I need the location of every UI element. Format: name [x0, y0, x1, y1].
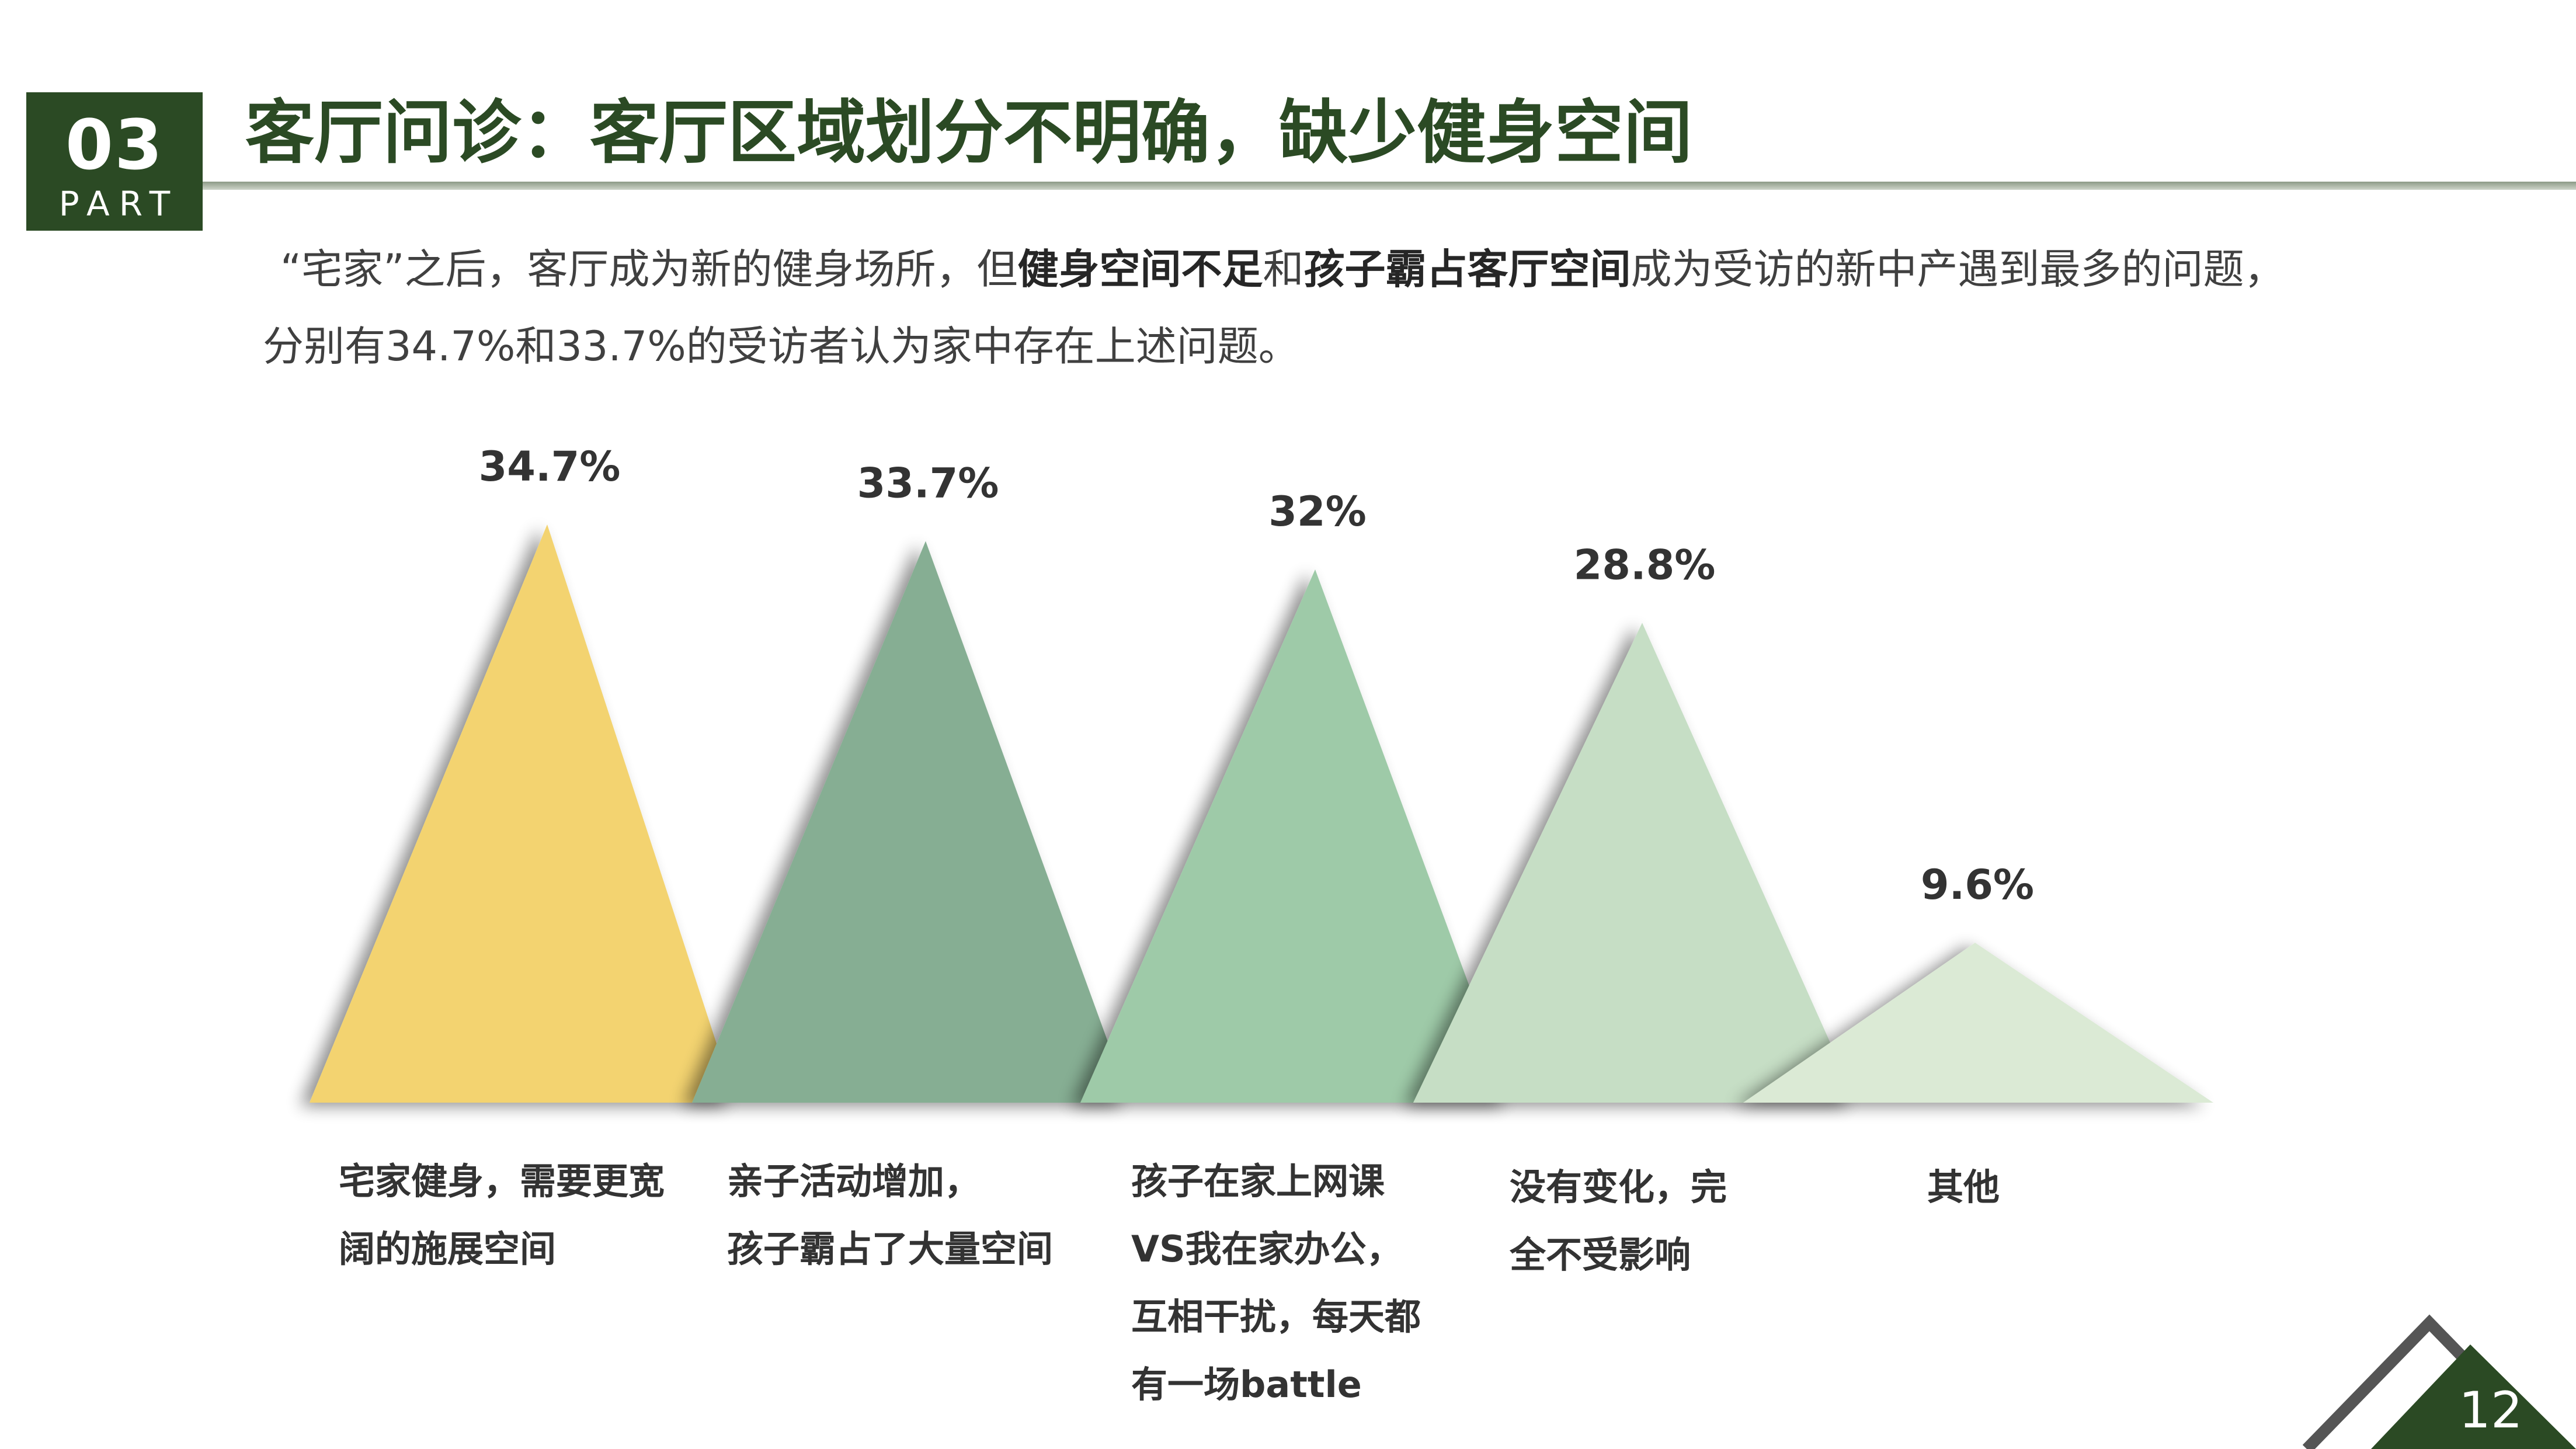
data-label: 33.7% — [857, 460, 999, 508]
title-divider — [203, 182, 2576, 190]
slide-title: 客厅问诊：客厅区域划分不明确，缺少健身空间 — [245, 92, 1693, 173]
data-label: 32% — [1268, 488, 1367, 536]
intro-highlight-children: 孩子霸占客厅空间 — [1303, 245, 1631, 293]
section-part-label: PART — [58, 184, 180, 224]
page-number: 12 — [2459, 1381, 2523, 1440]
corner-filled-triangle — [2371, 1344, 2576, 1449]
intro-text-c: 和 — [1263, 245, 1304, 293]
section-badge: 03 PART — [26, 92, 203, 231]
intro-paragraph: “宅家”之后，客厅成为新的健身场所，但健身空间不足和孩子霸占客厅空间成为受访的新… — [263, 231, 2459, 385]
intro-line-2: 分别有34.7%和33.7%的受访者认为家中存在上述问题。 — [263, 322, 1299, 370]
intro-highlight-fitness: 健身空间不足 — [1017, 245, 1263, 293]
category-label: 宅家健身，需要更宽 阔的施展空间 — [339, 1160, 665, 1270]
data-label: 34.7% — [479, 443, 621, 491]
category-label: 亲子活动增加， 孩子霸占了大量空间 — [727, 1160, 1054, 1270]
intro-line-1: “宅家”之后，客厅成为新的健身场所，但健身空间不足和孩子霸占客厅空间成为受访的新… — [263, 231, 2459, 308]
triangle-bar — [692, 541, 1130, 1103]
data-label: 28.8% — [1574, 541, 1716, 589]
triangle-bar — [1413, 623, 1857, 1103]
triangle-bar — [1743, 943, 2213, 1103]
intro-text-a: “宅家”之后，客厅成为新的健身场所，但 — [280, 245, 1018, 293]
intro-text-e: 成为受访的新中产遇到最多的问题， — [1631, 245, 2285, 293]
data-label: 9.6% — [1921, 861, 2034, 909]
category-label: 孩子在家上网课 VS我在家办公， 互相干扰，每天都 有一场battle — [1131, 1160, 1421, 1406]
section-number: 03 — [65, 105, 164, 185]
triangle-bar — [1080, 569, 1513, 1103]
category-label: 没有变化，完 全不受影响 — [1510, 1166, 1727, 1276]
triangle-bar — [310, 524, 736, 1103]
category-label: 其他 — [1927, 1166, 2000, 1208]
